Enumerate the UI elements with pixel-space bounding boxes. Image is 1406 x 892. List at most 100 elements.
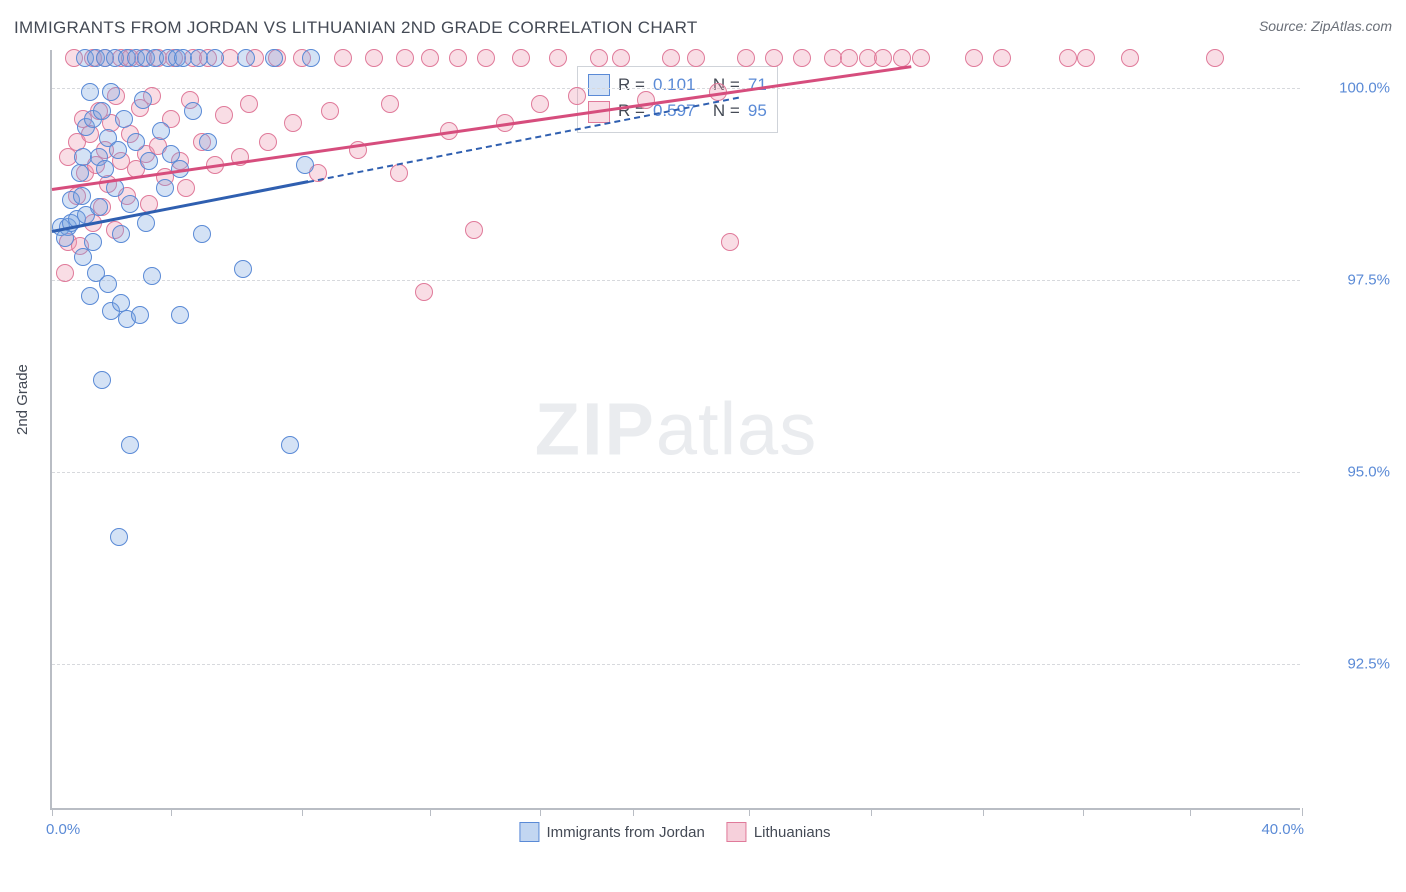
scatter-point [687, 49, 705, 67]
scatter-point [110, 528, 128, 546]
scatter-point [84, 233, 102, 251]
x-tick [171, 808, 172, 816]
scatter-point [71, 164, 89, 182]
scatter-point [449, 49, 467, 67]
legend-label: Lithuanians [754, 824, 831, 841]
scatter-point [284, 114, 302, 132]
scatter-point [549, 49, 567, 67]
scatter-point [1059, 49, 1077, 67]
scatter-point [965, 49, 983, 67]
scatter-point [396, 49, 414, 67]
scatter-point [390, 164, 408, 182]
scatter-point [121, 436, 139, 454]
y-axis-label: 2nd Grade [14, 364, 31, 435]
legend-item: Lithuanians [727, 822, 831, 842]
scatter-point [912, 49, 930, 67]
scatter-point [568, 87, 586, 105]
scatter-point [73, 187, 91, 205]
scatter-point [259, 133, 277, 151]
scatter-point [265, 49, 283, 67]
scatter-point [512, 49, 530, 67]
gridline-h [52, 472, 1300, 473]
watermark-zip: ZIP [535, 388, 656, 471]
x-tick [1190, 808, 1191, 816]
scatter-point [237, 49, 255, 67]
scatter-point [102, 83, 120, 101]
stat-r-value: 0.101 [653, 72, 696, 98]
scatter-point [134, 91, 152, 109]
x-axis-min-label: 0.0% [46, 821, 80, 838]
scatter-point [1206, 49, 1224, 67]
x-tick [1083, 808, 1084, 816]
scatter-point [93, 371, 111, 389]
scatter-point [56, 264, 74, 282]
trend-line [52, 65, 912, 191]
gridline-h [52, 280, 1300, 281]
legend-swatch [727, 822, 747, 842]
scatter-point [112, 225, 130, 243]
scatter-point [131, 306, 149, 324]
scatter-point [184, 102, 202, 120]
scatter-point [240, 95, 258, 113]
scatter-point [893, 49, 911, 67]
scatter-point [840, 49, 858, 67]
x-tick [983, 808, 984, 816]
source-label: Source: ZipAtlas.com [1259, 18, 1392, 34]
scatter-point [721, 233, 739, 251]
scatter-point [531, 95, 549, 113]
x-tick [871, 808, 872, 816]
scatter-point [90, 198, 108, 216]
scatter-point [140, 152, 158, 170]
scatter-point [156, 179, 174, 197]
legend-item: Immigrants from Jordan [519, 822, 704, 842]
x-tick [540, 808, 541, 816]
scatter-point [81, 83, 99, 101]
scatter-point [74, 248, 92, 266]
x-tick [302, 808, 303, 816]
scatter-point [737, 49, 755, 67]
legend-bottom: Immigrants from Jordan Lithuanians [519, 822, 830, 842]
scatter-point [612, 49, 630, 67]
scatter-point [199, 133, 217, 151]
legend-label: Immigrants from Jordan [546, 824, 704, 841]
scatter-point [281, 436, 299, 454]
legend-swatch [519, 822, 539, 842]
scatter-point [206, 49, 224, 67]
scatter-point [137, 214, 155, 232]
scatter-point [193, 225, 211, 243]
scatter-point [381, 95, 399, 113]
stat-row: R =0.101 N =71 [588, 72, 767, 98]
scatter-point [152, 122, 170, 140]
scatter-point [93, 102, 111, 120]
scatter-point [465, 221, 483, 239]
scatter-point [171, 306, 189, 324]
scatter-point [177, 179, 195, 197]
scatter-point [334, 49, 352, 67]
trend-line-dashed [308, 96, 740, 182]
scatter-point [662, 49, 680, 67]
scatter-point [477, 49, 495, 67]
scatter-point [590, 49, 608, 67]
scatter-point [1121, 49, 1139, 67]
scatter-point [1077, 49, 1095, 67]
x-tick [430, 808, 431, 816]
plot-region: ZIPatlas R =0.101 N =71R =0.597 N =95 92… [50, 50, 1300, 810]
y-tick-label: 100.0% [1310, 80, 1390, 97]
scatter-point [234, 260, 252, 278]
stat-n-value: 95 [748, 98, 767, 124]
gridline-h [52, 88, 1300, 89]
watermark: ZIPatlas [535, 387, 817, 472]
y-tick-label: 95.0% [1310, 464, 1390, 481]
scatter-point [121, 195, 139, 213]
scatter-point [215, 106, 233, 124]
chart-area: ZIPatlas R =0.101 N =71R =0.597 N =95 92… [50, 50, 1300, 810]
scatter-point [81, 287, 99, 305]
scatter-point [765, 49, 783, 67]
stat-swatch [588, 74, 610, 96]
scatter-point [415, 283, 433, 301]
x-tick [1302, 808, 1303, 816]
gridline-h [52, 664, 1300, 665]
scatter-point [793, 49, 811, 67]
y-tick-label: 92.5% [1310, 656, 1390, 673]
scatter-point [993, 49, 1011, 67]
